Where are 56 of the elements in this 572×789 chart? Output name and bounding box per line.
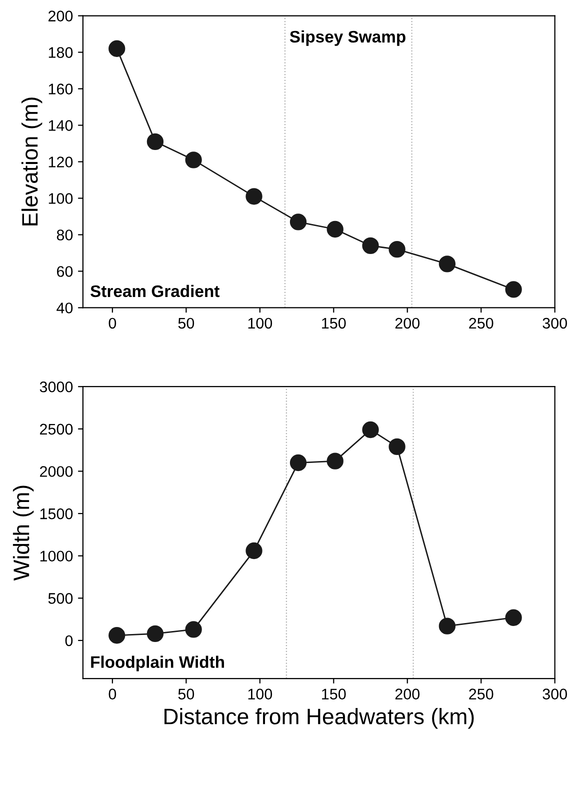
- point: [108, 627, 126, 644]
- y-tick-label: 100: [48, 193, 73, 204]
- x-tick-label: 0: [108, 688, 116, 700]
- x-tick-label: 250: [469, 688, 494, 700]
- x-tick-label: 50: [178, 688, 194, 700]
- x-tick-label: 0: [108, 318, 116, 329]
- point: [246, 542, 262, 560]
- y-tick-label: 2000: [40, 466, 73, 477]
- point: [388, 438, 406, 456]
- y-tick-label: 160: [48, 84, 73, 94]
- point: [290, 454, 307, 472]
- x-tick-label: 250: [469, 318, 494, 329]
- y-tick-label: 3000: [40, 381, 73, 392]
- point: [388, 240, 406, 258]
- point: [326, 452, 344, 470]
- x-tick-label: 200: [395, 688, 420, 700]
- x-tick-label: 300: [542, 688, 567, 700]
- point: [438, 256, 456, 272]
- y-tick-label: 120: [48, 156, 73, 168]
- y-axis-title: Width (m): [12, 486, 34, 581]
- y-tick-label: 200: [48, 10, 73, 22]
- x-tick-label: 150: [322, 318, 346, 329]
- y-tick-label: 60: [57, 266, 73, 277]
- x-tick-label: 50: [178, 318, 194, 329]
- point: [108, 40, 126, 57]
- point: [438, 618, 456, 634]
- point: [362, 421, 379, 438]
- y-tick-label: 1000: [40, 550, 73, 562]
- point: [246, 188, 262, 205]
- y-axis-title: Elevation (m): [21, 98, 42, 226]
- x-axis-title: Distance from Headwaters (km): [164, 708, 474, 729]
- y-tick-label: 2500: [40, 424, 73, 435]
- y-tick-label: 80: [56, 230, 73, 240]
- annotation: Floodplain Width: [91, 656, 224, 672]
- x-tick-label: 200: [395, 318, 420, 329]
- y-tick-label: 140: [48, 120, 73, 131]
- x-tick-label: 300: [542, 318, 567, 329]
- x-tick-label: 100: [248, 318, 272, 329]
- y-tick-label: 40: [56, 302, 73, 314]
- y-tick-label: 1500: [40, 508, 73, 520]
- point: [505, 609, 522, 626]
- point: [290, 214, 307, 230]
- x-tick-label: 100: [248, 688, 272, 700]
- y-tick-label: 500: [48, 593, 73, 604]
- point: [185, 152, 202, 168]
- point: [185, 621, 202, 638]
- point: [146, 625, 164, 642]
- point: [326, 220, 344, 238]
- y-tick-label: 0: [65, 635, 73, 646]
- point: [505, 281, 522, 298]
- annotation: Stream Gradient: [90, 284, 220, 298]
- x-tick-label: 150: [322, 688, 346, 700]
- point: [146, 133, 164, 150]
- annotation: Sipsey Swamp: [290, 30, 406, 46]
- y-tick-label: 180: [48, 47, 73, 58]
- point: [362, 237, 379, 254]
